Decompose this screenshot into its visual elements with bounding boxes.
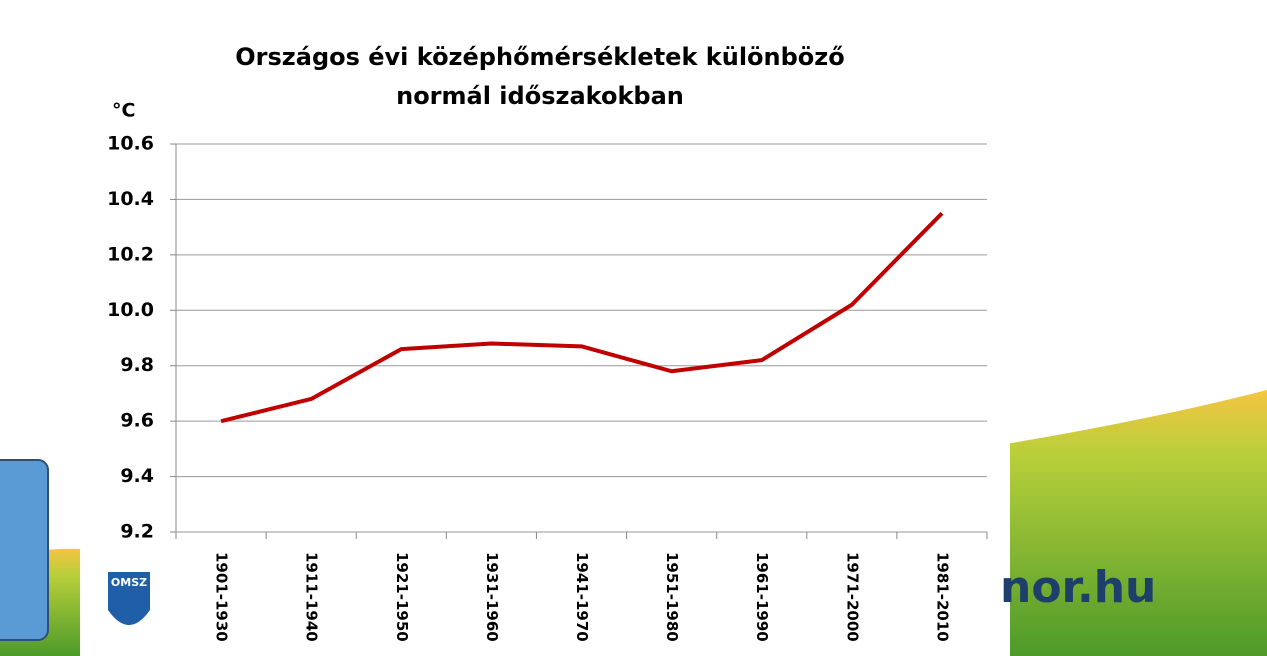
x-tick-label: 1981-2010 (933, 552, 951, 642)
logo-text: OMSZ (111, 576, 147, 589)
y-tick-label: 9.4 (120, 465, 154, 487)
x-tick-label: 1921-1950 (393, 552, 411, 642)
x-tick-label: 1901-1930 (213, 552, 231, 642)
chart-subtitle: normál időszakokban (396, 82, 684, 110)
y-tick-label: 9.8 (120, 354, 154, 376)
x-tick-label: 1971-2000 (843, 552, 861, 642)
x-tick-label: 1911-1940 (303, 552, 321, 642)
x-tick-label: 1951-1980 (663, 552, 681, 642)
y-tick-label: 9.2 (120, 521, 154, 543)
y-tick-label: 10.0 (107, 299, 154, 321)
x-tick-label: 1931-1960 (483, 552, 501, 642)
line-series (220, 211, 944, 424)
y-tick-label: 10.4 (107, 188, 154, 210)
green-swoosh (1000, 390, 1267, 656)
chart-title: Országos évi középhőmérsékletek különböz… (235, 43, 845, 71)
logo (108, 572, 150, 625)
y-tick-label: 9.6 (120, 410, 154, 432)
site-text: nor.hu (1000, 562, 1156, 613)
x-tick-label: 1961-1990 (753, 552, 771, 642)
x-tick-label: 1941-1970 (573, 552, 591, 642)
y-axis-label: °C (112, 100, 135, 122)
y-tick-label: 10.6 (107, 133, 154, 155)
y-tick-label: 10.2 (107, 243, 154, 265)
chart-background (80, 130, 1010, 656)
blue-box (0, 459, 49, 641)
